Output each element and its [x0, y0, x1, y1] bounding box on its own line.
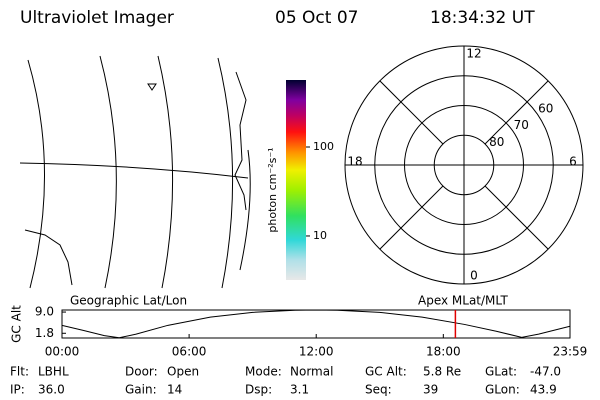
x-tick-label: 12:00	[299, 345, 334, 359]
colorbar-tick-label: 100	[313, 140, 334, 153]
y-tick-label: 9.0	[35, 305, 54, 319]
info-label: GLon:	[485, 383, 520, 397]
mlt-label: 18	[347, 155, 362, 169]
info-value: -47.0	[530, 365, 561, 379]
colorbar-label: photon cm⁻²s⁻¹	[266, 147, 279, 232]
title: Ultraviolet Imager	[20, 8, 174, 28]
x-tick-label: 00:00	[45, 345, 80, 359]
radial-line	[379, 185, 444, 250]
altitude-line	[61, 309, 571, 339]
radial-line	[484, 80, 549, 145]
timeline-ylabel: GC Alt	[10, 305, 24, 343]
date: 05 Oct 07	[275, 8, 358, 28]
x-tick-label: 23:59	[553, 345, 588, 359]
map	[19, 55, 251, 289]
info-label: Door:	[125, 365, 158, 379]
info-label: Dsp:	[245, 383, 272, 397]
info-label: Mode:	[245, 365, 282, 379]
info-value: 3.1	[290, 383, 309, 397]
info-value: LBHL	[38, 365, 69, 379]
colorbar	[286, 80, 306, 280]
info-value: 39	[423, 383, 438, 397]
info-label: GLat:	[485, 365, 517, 379]
x-tick-label: 06:00	[172, 345, 207, 359]
time: 18:34:32 UT	[430, 8, 535, 28]
lat-label: 80	[489, 135, 504, 149]
y-tick-label: 1.8	[35, 326, 54, 340]
radial-line	[379, 80, 444, 145]
lat-label: 60	[538, 101, 553, 115]
info-value: 43.9	[530, 383, 557, 397]
x-tick-label: 18:00	[426, 345, 461, 359]
info-value: 5.8 Re	[423, 365, 461, 379]
info-label: Flt:	[10, 365, 29, 379]
mlt-label: 6	[569, 155, 577, 169]
info-label: GC Alt:	[365, 365, 407, 379]
mlt-label: 12	[466, 47, 481, 61]
colorbar-tick-label: 10	[313, 229, 327, 242]
info-value: Open	[167, 365, 199, 379]
info-label: Gain:	[125, 383, 157, 397]
info-value: Normal	[290, 365, 333, 379]
info-value: 14	[167, 383, 182, 397]
info-value: 36.0	[38, 383, 65, 397]
mlt-label: 0	[470, 269, 478, 283]
info-label: Seq:	[365, 383, 392, 397]
lat-label: 70	[514, 118, 529, 132]
info-label: IP:	[10, 383, 25, 397]
timeline-title-left: Geographic Lat/Lon	[70, 294, 187, 308]
timeline-title-right: Apex MLat/MLT	[418, 294, 508, 308]
radial-line	[484, 185, 549, 250]
